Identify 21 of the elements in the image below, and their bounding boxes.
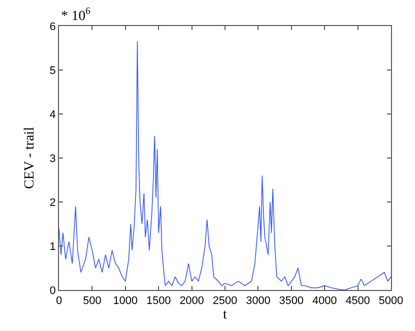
y-tick-label: 4 (50, 108, 56, 121)
x-tick-label: 1500 (146, 295, 171, 308)
line-series (59, 41, 391, 290)
x-tick-label: 4000 (312, 295, 337, 308)
y-tick-label: 5 (50, 64, 56, 77)
x-axis-title: t (223, 308, 228, 322)
x-tick-label: 500 (83, 295, 102, 308)
x-tick-label: 2000 (180, 295, 204, 308)
y-tick-label: 6 (50, 20, 56, 33)
y-axis-title: CEV - trail (22, 126, 38, 189)
y-tick-label: 1 (50, 240, 56, 253)
text: * 10$^{6}$ (61, 6, 90, 24)
x-tick-label: 2500 (212, 295, 238, 308)
x-tick-label: 3500 (279, 295, 304, 308)
y-tick-label: 2 (50, 196, 56, 209)
y-tick-label: 3 (50, 152, 56, 165)
x-tick-label: 3000 (246, 295, 270, 308)
y-tick-label: 0 (50, 284, 56, 297)
x-tick-label: 1000 (113, 295, 138, 308)
x-tick-label: 4500 (346, 295, 370, 308)
x-tick-label: 5000 (378, 295, 404, 308)
